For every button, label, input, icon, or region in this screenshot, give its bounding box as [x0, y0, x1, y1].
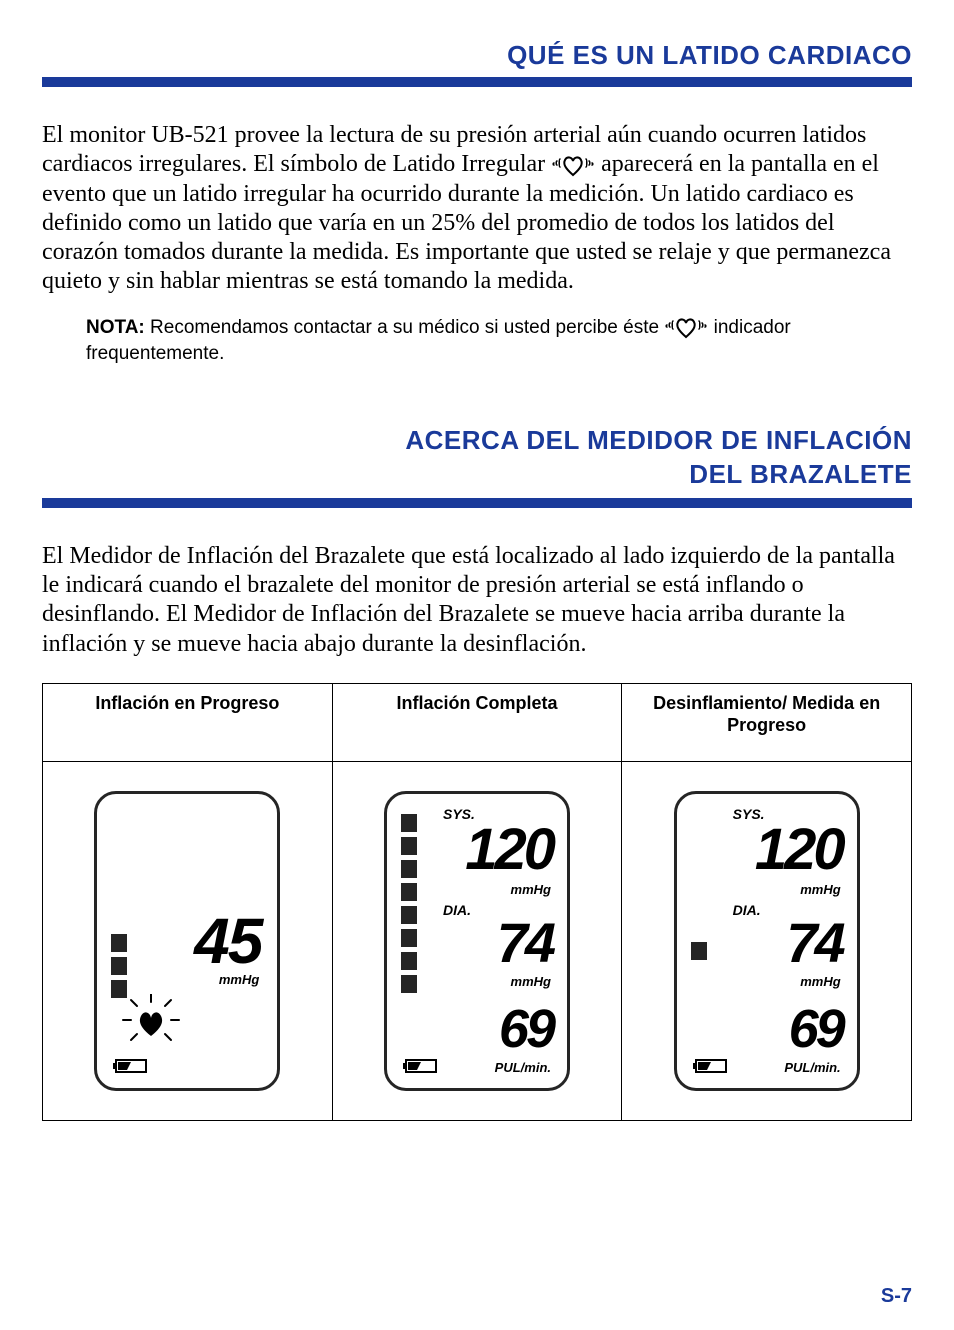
- col-inflation-complete: Inflación Completa SYS. 120 mmHg DIA. 74: [333, 684, 623, 1120]
- section1-rule: [42, 77, 912, 87]
- gauge-segment: [401, 860, 417, 878]
- sys-unit: mmHg: [800, 882, 840, 897]
- section2-title-line2: DEL BRAZALETE: [689, 459, 912, 489]
- gauge-segment: [111, 957, 127, 975]
- page-number: S-7: [881, 1285, 912, 1308]
- pulse-value: 69: [789, 998, 843, 1060]
- sys-value: 120: [755, 816, 843, 883]
- col3-header: Desinflamiento/ Medida en Progreso: [622, 684, 911, 762]
- note-text-pre: Recomendamos contactar a su médico si us…: [145, 317, 665, 338]
- gauge-segment: [401, 837, 417, 855]
- battery-icon: [403, 1058, 439, 1074]
- note-label: NOTA:: [86, 317, 145, 338]
- col1-header: Inflación en Progreso: [43, 684, 332, 762]
- col2-body: SYS. 120 mmHg DIA. 74 mmHg 69 PUL/min.: [333, 762, 622, 1120]
- display-states-table: Inflación en Progreso 45 mmHg: [42, 683, 912, 1121]
- gauge-segment: [401, 883, 417, 901]
- dia-value: 74: [497, 910, 553, 975]
- battery-icon: [693, 1058, 729, 1074]
- inflation-gauge-3: [691, 942, 707, 965]
- irregular-heartbeat-icon: [664, 315, 708, 341]
- col2-header: Inflación Completa: [333, 684, 622, 762]
- gauge-segment: [401, 975, 417, 993]
- section1-body: El monitor UB-521 provee la lectura de s…: [42, 121, 912, 297]
- sys-unit: mmHg: [511, 882, 551, 897]
- pressure-unit: mmHg: [219, 972, 259, 987]
- dia-label: DIA.: [733, 902, 761, 918]
- dia-value: 74: [786, 910, 842, 975]
- col-deflation: Desinflamiento/ Medida en Progreso SYS. …: [622, 684, 911, 1120]
- section2-title-line1: ACERCA DEL MEDIDOR DE INFLACIÓN: [405, 425, 912, 455]
- section2-rule: [42, 498, 912, 508]
- lcd-display-1: 45 mmHg: [94, 791, 280, 1091]
- dia-unit: mmHg: [800, 974, 840, 989]
- inflation-gauge-1: [111, 934, 127, 1003]
- section2-body: El Medidor de Inflación del Brazalete qu…: [42, 542, 912, 659]
- gauge-segment: [401, 952, 417, 970]
- gauge-segment: [111, 934, 127, 952]
- lcd-display-3: SYS. 120 mmHg DIA. 74 mmHg 69 PUL/min.: [674, 791, 860, 1091]
- section1-title: QUÉ ES UN LATIDO CARDIACO: [42, 40, 912, 71]
- col1-body: 45 mmHg: [43, 762, 332, 1120]
- sys-value: 120: [465, 816, 553, 883]
- gauge-segment: [691, 942, 707, 960]
- pressure-value: 45: [194, 904, 261, 978]
- dia-unit: mmHg: [511, 974, 551, 989]
- heart-measuring-icon: [121, 994, 181, 1049]
- section2-title: ACERCA DEL MEDIDOR DE INFLACIÓN DEL BRAZ…: [42, 424, 912, 492]
- battery-icon: [113, 1058, 149, 1074]
- pulse-unit: PUL/min.: [495, 1060, 551, 1075]
- gauge-segment: [401, 906, 417, 924]
- col3-body: SYS. 120 mmHg DIA. 74 mmHg 69 PUL/min.: [622, 762, 911, 1120]
- gauge-segment: [401, 814, 417, 832]
- inflation-gauge-2: [401, 814, 417, 998]
- pulse-value: 69: [499, 998, 553, 1060]
- col-inflation-progress: Inflación en Progreso 45 mmHg: [43, 684, 333, 1120]
- irregular-heartbeat-icon: [551, 153, 595, 179]
- gauge-segment: [401, 929, 417, 947]
- section1-note: NOTA: Recomendamos contactar a su médico…: [86, 315, 872, 367]
- pulse-unit: PUL/min.: [784, 1060, 840, 1075]
- lcd-display-2: SYS. 120 mmHg DIA. 74 mmHg 69 PUL/min.: [384, 791, 570, 1091]
- dia-label: DIA.: [443, 902, 471, 918]
